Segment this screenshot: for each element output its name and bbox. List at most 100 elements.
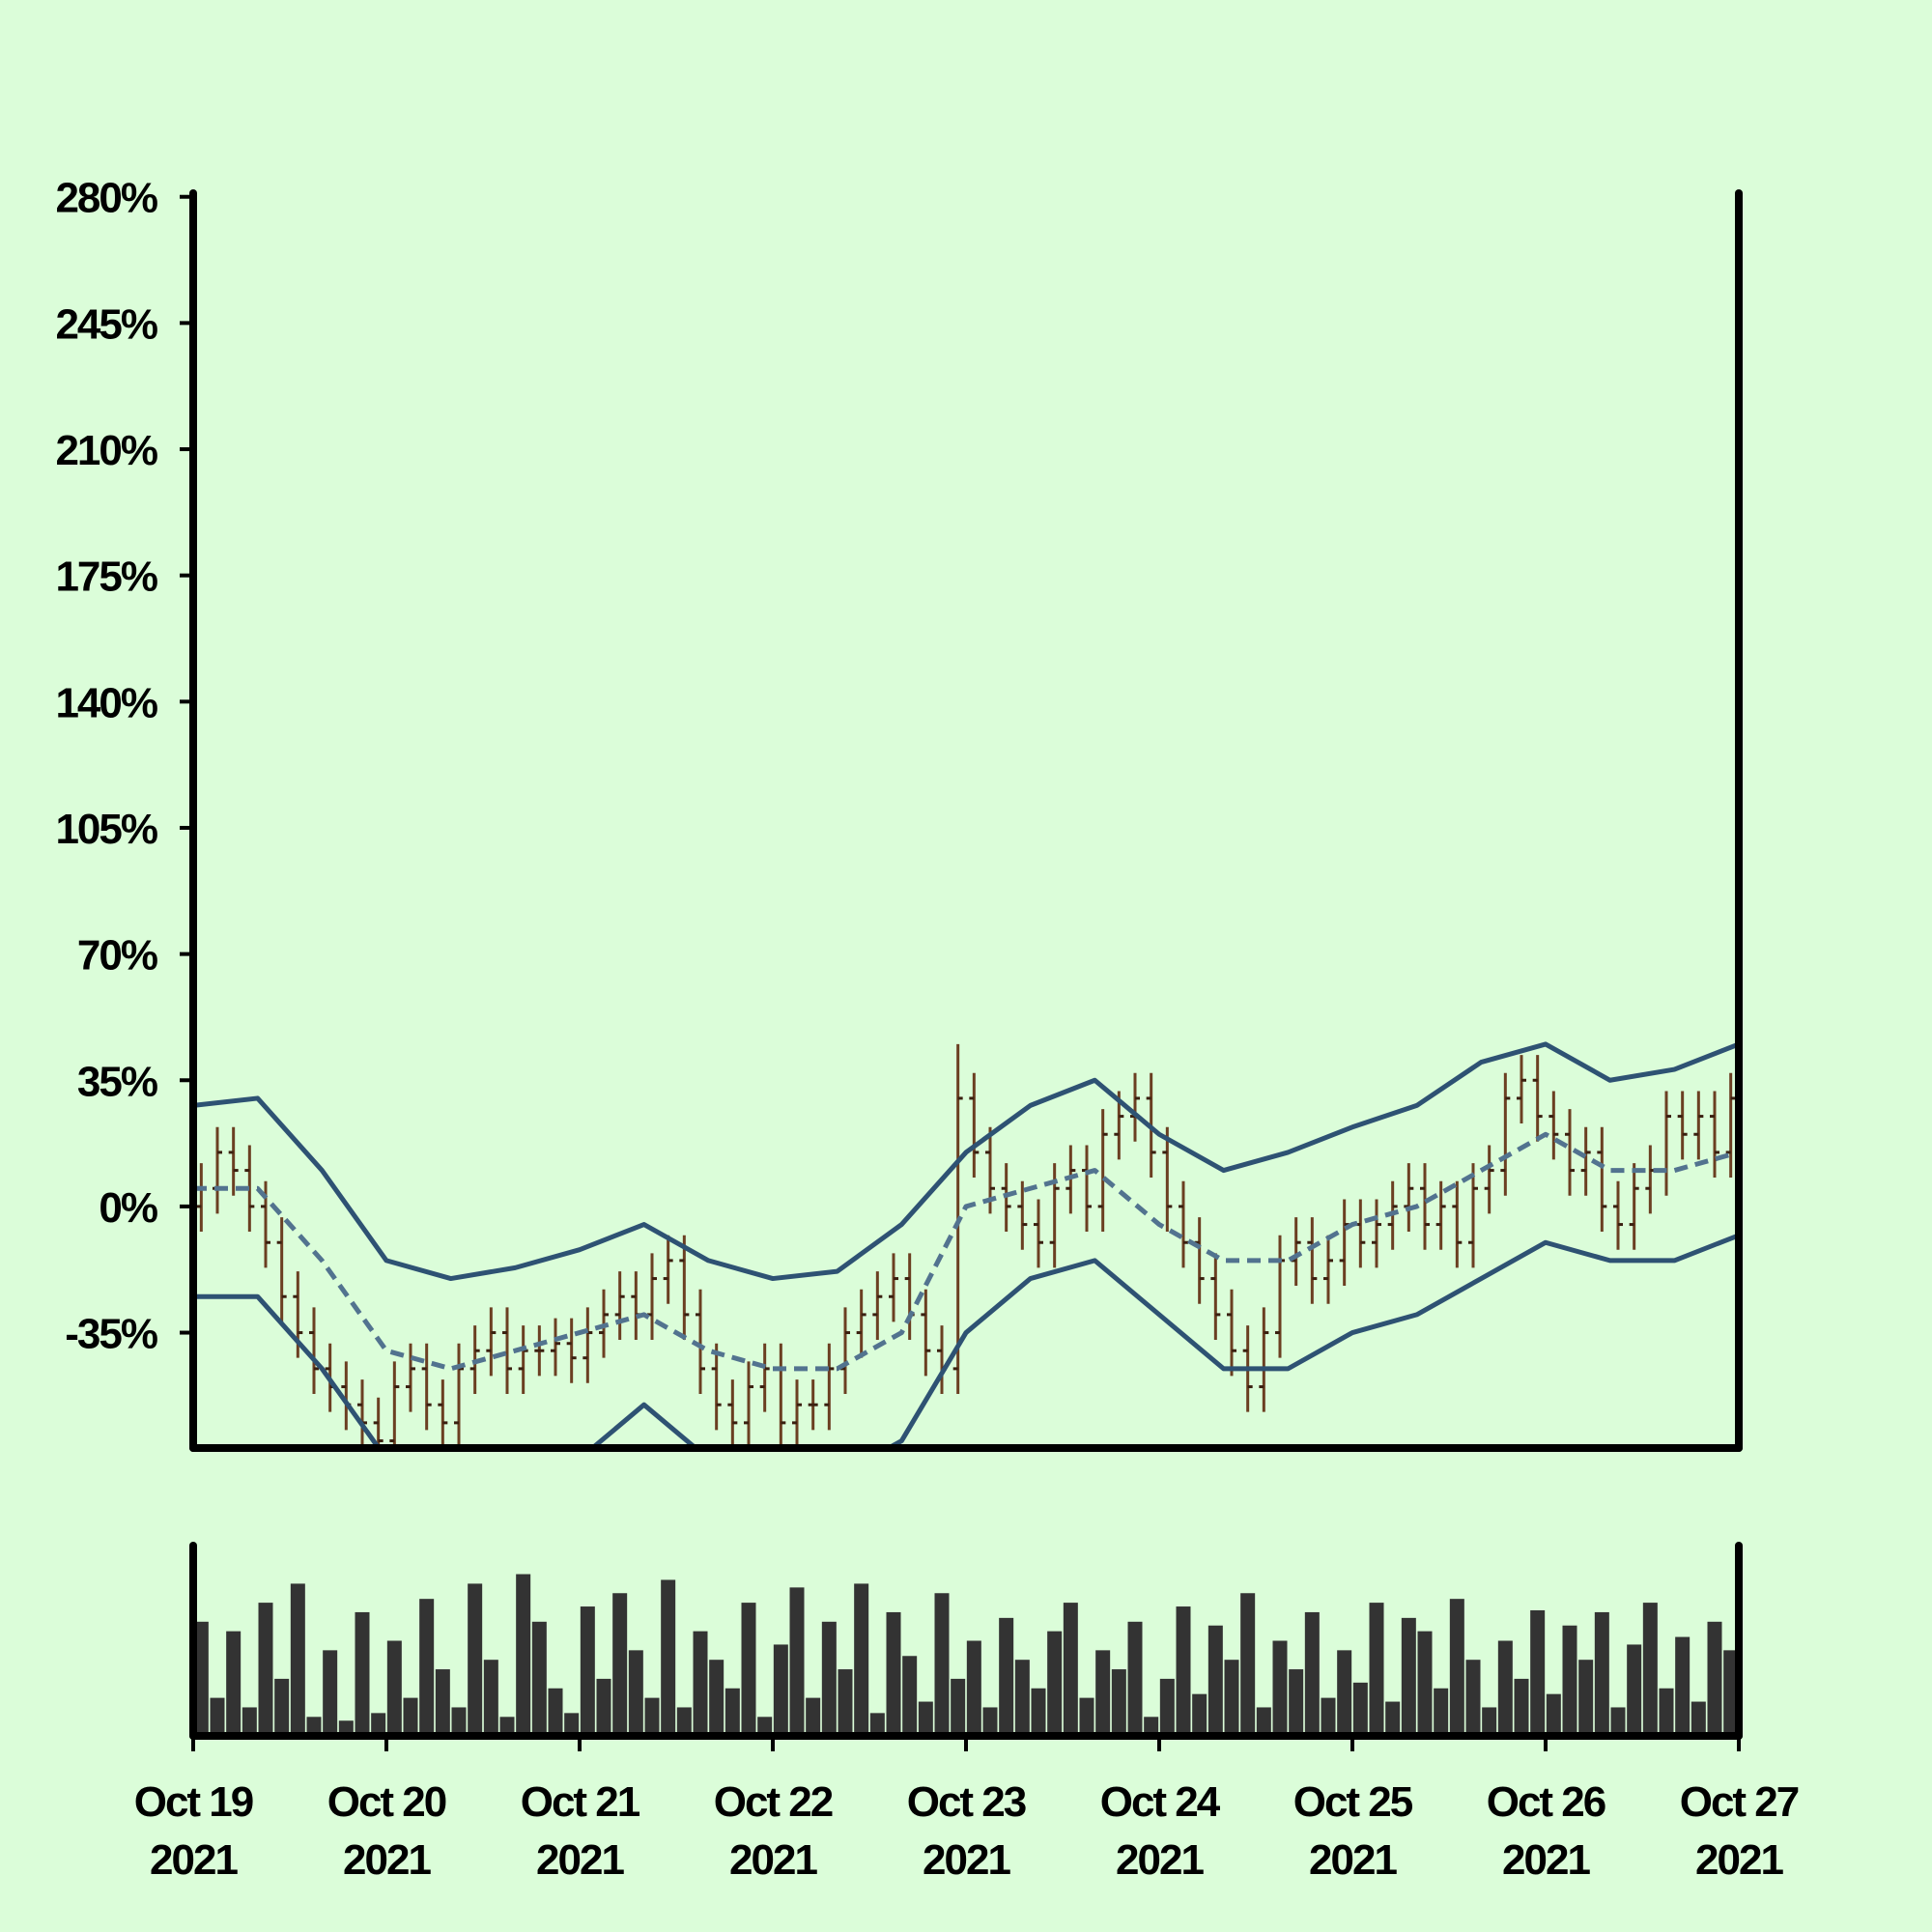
x-tick-label-line: 2021 bbox=[1116, 1836, 1204, 1884]
volume-bar bbox=[806, 1697, 821, 1736]
volume-bar bbox=[1337, 1650, 1352, 1736]
volume-bar bbox=[1417, 1631, 1433, 1736]
volume-bar bbox=[355, 1611, 370, 1736]
volume-bar bbox=[869, 1713, 885, 1736]
volume-bar bbox=[306, 1717, 322, 1736]
volume-bar bbox=[918, 1701, 933, 1736]
x-tick-label-line: 2021 bbox=[729, 1836, 817, 1884]
x-tick-label-line: 2021 bbox=[1695, 1836, 1783, 1884]
volume-bar bbox=[1369, 1603, 1384, 1736]
y-tick-label: 140% bbox=[55, 679, 156, 726]
volume-bar bbox=[934, 1593, 950, 1736]
volume-bar bbox=[1465, 1660, 1481, 1736]
band-lower bbox=[193, 1233, 1739, 1448]
volume-bar bbox=[371, 1713, 386, 1736]
volume-bar bbox=[1642, 1603, 1658, 1736]
volume-bar bbox=[966, 1640, 981, 1736]
volume-bar bbox=[1562, 1625, 1577, 1736]
x-tick-label: Oct 22 2021 bbox=[714, 1778, 833, 1884]
volume-bar bbox=[1144, 1717, 1159, 1736]
volume-bar bbox=[838, 1669, 853, 1736]
x-tick-label-line: Oct 19 bbox=[134, 1778, 253, 1826]
axes: -35% 0% 35% 70% 105% 140% 175% 210% 245% 280% Oct … bbox=[55, 175, 1800, 1884]
x-tick-label: Oct 20 2021 bbox=[327, 1778, 446, 1884]
volume-bar bbox=[596, 1678, 611, 1736]
x-tick-label: Oct 21 2021 bbox=[521, 1778, 640, 1884]
volume-bar bbox=[982, 1707, 998, 1736]
volume-bar bbox=[1594, 1611, 1609, 1736]
volume-bar bbox=[1208, 1625, 1223, 1736]
volume-bar bbox=[1352, 1682, 1368, 1736]
y-tick-label: 70% bbox=[77, 932, 157, 980]
volume-bar bbox=[1707, 1621, 1722, 1736]
volume-bar bbox=[1192, 1693, 1208, 1736]
x-tick-label-line: Oct 26 bbox=[1487, 1778, 1605, 1826]
volume-bar bbox=[1240, 1593, 1256, 1736]
volume-bar bbox=[709, 1660, 724, 1736]
x-tick-label-line: 2021 bbox=[536, 1836, 624, 1884]
volume-bar bbox=[258, 1603, 273, 1736]
volume-bar bbox=[1627, 1644, 1642, 1736]
x-tick-label-line: Oct 22 bbox=[714, 1778, 833, 1826]
volume-bar bbox=[516, 1574, 531, 1736]
volume-bar bbox=[1578, 1660, 1594, 1736]
volume-bar bbox=[1063, 1603, 1078, 1736]
volume-bar bbox=[999, 1617, 1014, 1736]
volume-bar bbox=[1031, 1688, 1046, 1736]
band-middle bbox=[193, 1131, 1739, 1372]
volume-bar bbox=[1723, 1650, 1739, 1736]
volume-bar bbox=[1111, 1669, 1126, 1736]
volume-bar bbox=[612, 1593, 628, 1736]
volume-bar bbox=[724, 1688, 740, 1736]
x-tick-label-line: Oct 24 bbox=[1100, 1778, 1221, 1826]
volume-bar bbox=[757, 1717, 773, 1736]
volume-bar bbox=[386, 1640, 402, 1736]
x-tick-label: Oct 27 2021 bbox=[1680, 1778, 1799, 1884]
volume-bar bbox=[1482, 1707, 1497, 1736]
volume-bar bbox=[1449, 1599, 1464, 1736]
volume-bar bbox=[1304, 1611, 1320, 1736]
x-tick-label-line: 2021 bbox=[150, 1836, 238, 1884]
volume-bar bbox=[1434, 1688, 1449, 1736]
volume-bar bbox=[242, 1707, 257, 1736]
volume-bar bbox=[789, 1587, 805, 1736]
x-tick-label: Oct 24 2021 bbox=[1100, 1778, 1221, 1884]
volume-bar bbox=[1659, 1688, 1674, 1736]
volume-bar bbox=[580, 1606, 595, 1736]
y-tick-label: 175% bbox=[55, 554, 156, 601]
volume-bar bbox=[676, 1707, 692, 1736]
volume-bar bbox=[854, 1583, 869, 1736]
volume-bar bbox=[483, 1660, 498, 1736]
volume-bar bbox=[821, 1621, 837, 1736]
volume-bar bbox=[1176, 1606, 1191, 1736]
x-tick-label: Oct 19 2021 bbox=[134, 1778, 253, 1884]
volume-bar bbox=[1321, 1697, 1336, 1736]
x-tick-label-line: 2021 bbox=[1502, 1836, 1590, 1884]
band-upper bbox=[193, 1041, 1739, 1282]
x-tick-label-line: 2021 bbox=[923, 1836, 1010, 1884]
volume-bar bbox=[1497, 1640, 1513, 1736]
x-tick-label: Oct 25 2021 bbox=[1293, 1778, 1413, 1884]
x-tick-label-line: Oct 21 bbox=[521, 1778, 640, 1826]
volume-plot bbox=[193, 1574, 1739, 1736]
volume-bar bbox=[1095, 1650, 1111, 1736]
volume-bar bbox=[741, 1603, 756, 1736]
volume-bar bbox=[193, 1621, 209, 1736]
x-tick-label-line: 2021 bbox=[1309, 1836, 1397, 1884]
price-plot bbox=[193, 1041, 1739, 1448]
volume-bar bbox=[1675, 1636, 1690, 1736]
volume-bar bbox=[1047, 1631, 1063, 1736]
y-tick-label: 245% bbox=[55, 300, 156, 348]
volume-bar bbox=[886, 1611, 901, 1736]
volume-bar bbox=[468, 1583, 483, 1736]
volume-bar bbox=[1401, 1617, 1416, 1736]
volume-bar bbox=[693, 1631, 708, 1736]
x-tick-label-line: Oct 27 bbox=[1680, 1778, 1799, 1826]
volume-bar bbox=[419, 1599, 435, 1736]
volume-bar bbox=[1289, 1669, 1304, 1736]
volume-bar bbox=[1014, 1660, 1030, 1736]
volume-bar bbox=[290, 1583, 305, 1736]
volume-bar bbox=[1159, 1678, 1175, 1736]
volume-bar bbox=[210, 1697, 225, 1736]
